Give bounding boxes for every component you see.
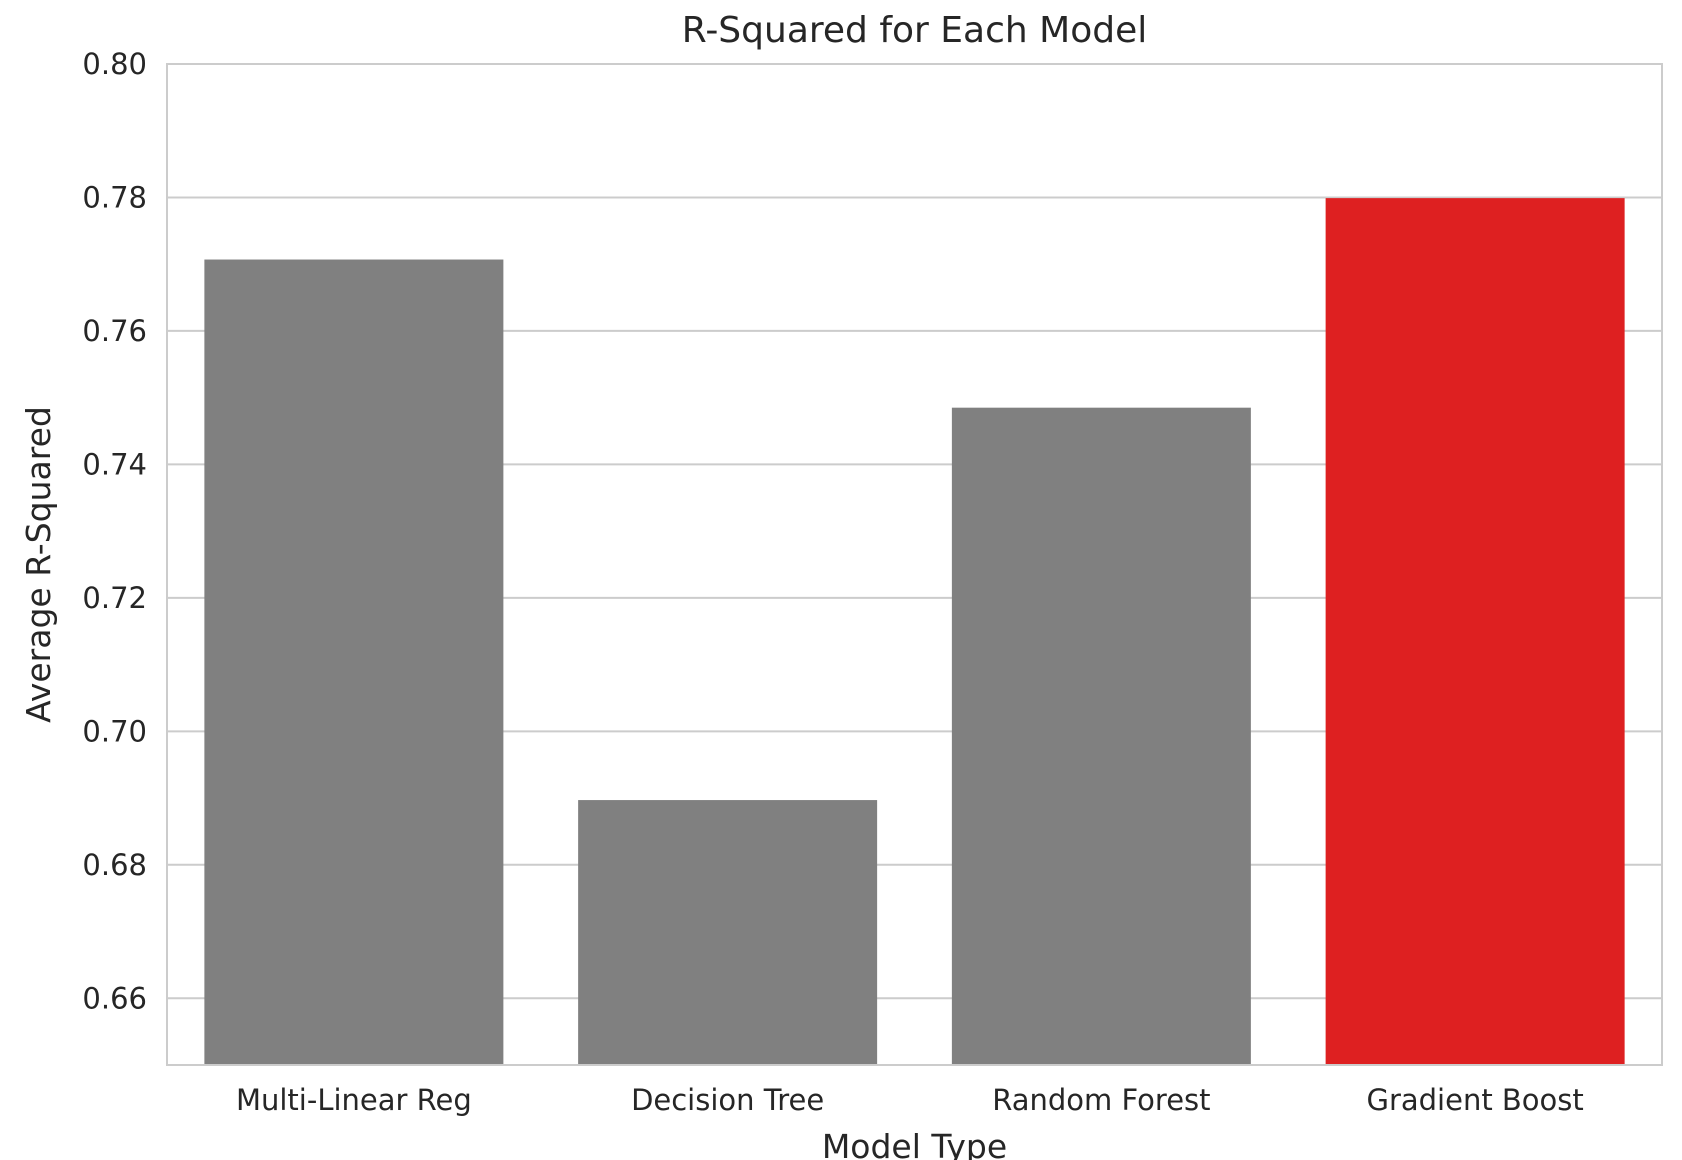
y-tick-label: 0.76 bbox=[82, 314, 147, 348]
y-tick-label: 0.66 bbox=[82, 981, 147, 1015]
x-tick-label: Random Forest bbox=[992, 1083, 1210, 1117]
bars bbox=[204, 198, 1625, 1066]
y-tick-label: 0.68 bbox=[82, 848, 147, 882]
x-tick-label: Gradient Boost bbox=[1366, 1083, 1583, 1117]
chart-title: R-Squared for Each Model bbox=[682, 10, 1147, 51]
x-tick-label: Multi-Linear Reg bbox=[236, 1083, 472, 1117]
y-tick-label: 0.74 bbox=[82, 447, 147, 481]
bar-multi-linear-reg bbox=[204, 259, 504, 1065]
x-axis-label: Model Type bbox=[822, 1127, 1007, 1160]
y-tick-label: 0.80 bbox=[82, 47, 147, 81]
x-tick-label: Decision Tree bbox=[631, 1083, 824, 1117]
bar-random-forest bbox=[951, 407, 1251, 1066]
x-tick-labels: Multi-Linear Reg Decision Tree Random Fore… bbox=[236, 1083, 1584, 1117]
y-tick-labels: 0.66 0.68 0.70 0.72 0.74 0.76 0.78 0.80 bbox=[82, 47, 147, 1015]
plot-frame bbox=[166, 63, 1663, 1066]
y-tick-label: 0.70 bbox=[82, 714, 147, 748]
y-tick-label: 0.78 bbox=[82, 180, 147, 214]
y-tick-label: 0.72 bbox=[82, 581, 147, 615]
bar-decision-tree bbox=[578, 800, 878, 1065]
bar-gradient-boost bbox=[1325, 198, 1625, 1065]
y-axis-label: Average R-Squared bbox=[19, 406, 58, 723]
